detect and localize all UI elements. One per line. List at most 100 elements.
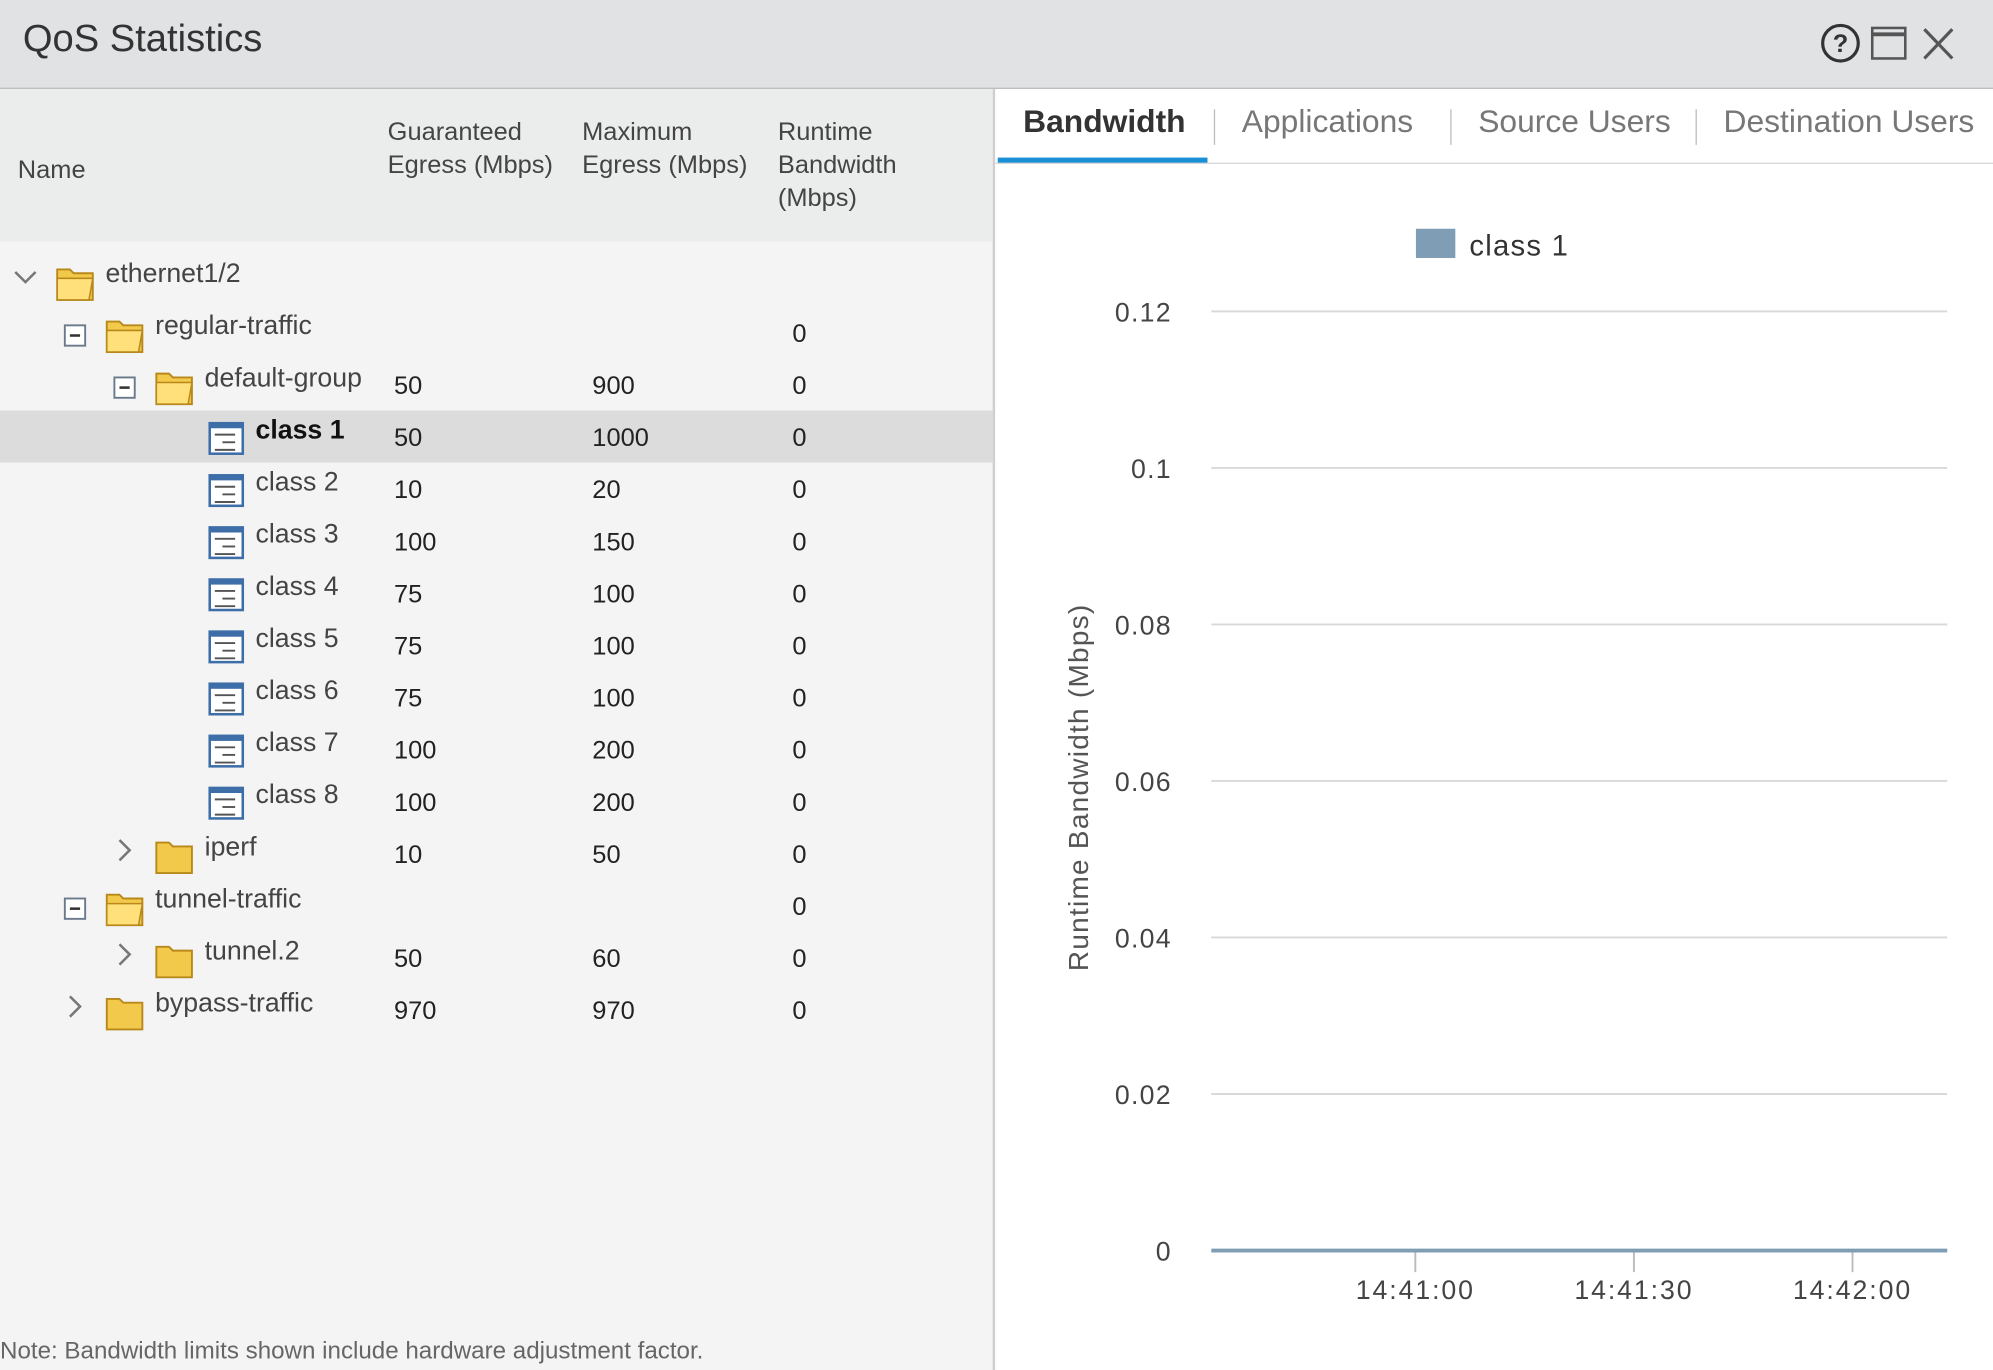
row-value: 0 [792,945,807,974]
footnote: Note: Bandwidth limits shown include har… [0,1338,704,1365]
row-name[interactable]: class 8 [255,780,339,810]
tab[interactable]: Source Users [1478,104,1671,140]
row-value: 60 [592,945,621,974]
collapse-toggle[interactable] [63,324,87,347]
row-name[interactable]: bypass-traffic [155,988,314,1018]
row-name[interactable]: tunnel.2 [204,936,300,966]
help-button[interactable]: ? [1821,23,1860,63]
row-value: 0 [792,841,807,870]
row-value: 900 [592,372,635,401]
row-value: 75 [394,684,423,713]
row-value: 0 [792,320,807,349]
expand-toggle[interactable] [69,995,82,1018]
row-value: 20 [592,476,621,505]
tab-divider [995,162,1993,164]
class-icon-bar [209,423,243,429]
class-icon-bar [209,631,243,637]
row-value: 0 [792,476,807,505]
column-header: Guaranteed Egress (Mbps) [387,118,553,180]
collapse-toggle[interactable] [113,376,136,399]
row-value: 50 [592,841,621,870]
y-tick-label: 0.04 [1115,924,1172,954]
row-name[interactable]: default-group [204,363,362,393]
row-name[interactable]: class 7 [255,728,339,758]
row-value: 50 [394,424,423,453]
row-name[interactable]: regular-traffic [155,311,312,341]
expand-toggle[interactable] [118,839,132,862]
tab-separator [1695,109,1697,145]
row-name[interactable]: iperf [204,832,257,862]
y-tick-label: 0.02 [1115,1080,1172,1110]
x-tick-label: 14:41:00 [1356,1275,1475,1305]
x-tick-label: 14:41:30 [1574,1275,1693,1305]
y-axis-label: Runtime Bandwidth (Mbps) [1063,603,1094,971]
close-button[interactable] [1923,28,1954,60]
row-value: 100 [394,528,437,557]
class-icon-bar [209,527,243,533]
expand-toggle[interactable] [118,943,132,966]
tab[interactable]: Destination Users [1723,104,1975,140]
selected-row [0,410,993,463]
row-value: 100 [592,632,635,661]
row-value: 75 [394,632,423,661]
row-value: 970 [592,997,635,1026]
window-title: QoS Statistics [22,17,263,60]
row-name[interactable]: class 3 [255,519,339,550]
expand-toggle[interactable] [14,271,37,284]
row-value: 100 [394,789,437,818]
title-bar [0,0,1993,89]
y-tick-label: 0.06 [1115,767,1172,797]
row-value: 0 [792,789,807,818]
class-icon-bar [209,787,243,794]
y-tick-label: 0.08 [1115,611,1172,641]
class-icon-bar [209,475,243,481]
legend-swatch [1415,228,1456,258]
row-value: 50 [394,372,423,401]
row-value: 0 [792,528,807,557]
table-header [0,88,993,242]
row-name[interactable]: ethernet1/2 [105,259,241,289]
row-value: 0 [792,893,807,922]
row-value: 150 [592,528,635,557]
row-name[interactable]: class 2 [255,467,339,497]
row-name[interactable]: class 4 [255,571,339,602]
row-value: 200 [592,737,635,766]
maximize-button[interactable] [1870,26,1907,60]
collapse-toggle[interactable] [63,897,87,920]
y-tick-label: 0.12 [1115,298,1172,328]
folder-flap [106,329,144,353]
row-value: 0 [792,580,807,609]
row-value: 970 [394,997,437,1026]
row-value: 1000 [592,424,649,453]
column-header: Maximum Egress (Mbps) [582,118,748,180]
tab-separator [1450,109,1452,145]
row-value: 10 [394,841,423,870]
row-name[interactable]: class 1 [255,415,345,445]
row-value: 50 [394,945,423,974]
row-value: 200 [592,789,635,818]
tab-underline [997,157,1208,163]
folder-flap [106,902,144,926]
row-value: 10 [394,476,423,505]
x-tick-label: 14:42:00 [1793,1275,1912,1305]
column-header: Runtime Bandwidth (Mbps) [777,118,897,213]
y-tick-label: 0 [1156,1237,1172,1267]
svg-text:?: ? [1833,30,1849,58]
tab-separator [1213,109,1216,145]
row-name[interactable]: class 6 [255,676,339,706]
column-header: Name [17,156,86,185]
row-value: 0 [792,737,807,766]
row-value: 100 [592,580,635,609]
row-name[interactable]: class 5 [255,623,339,654]
tab[interactable]: Bandwidth [1023,104,1186,140]
tree-icons [14,268,245,1031]
tab[interactable]: Applications [1241,104,1414,140]
row-value: 0 [792,372,807,401]
folder-flap [155,381,193,405]
row-name[interactable]: tunnel-traffic [155,884,302,914]
legend-label: class 1 [1469,230,1569,262]
folder-flap [56,277,94,301]
